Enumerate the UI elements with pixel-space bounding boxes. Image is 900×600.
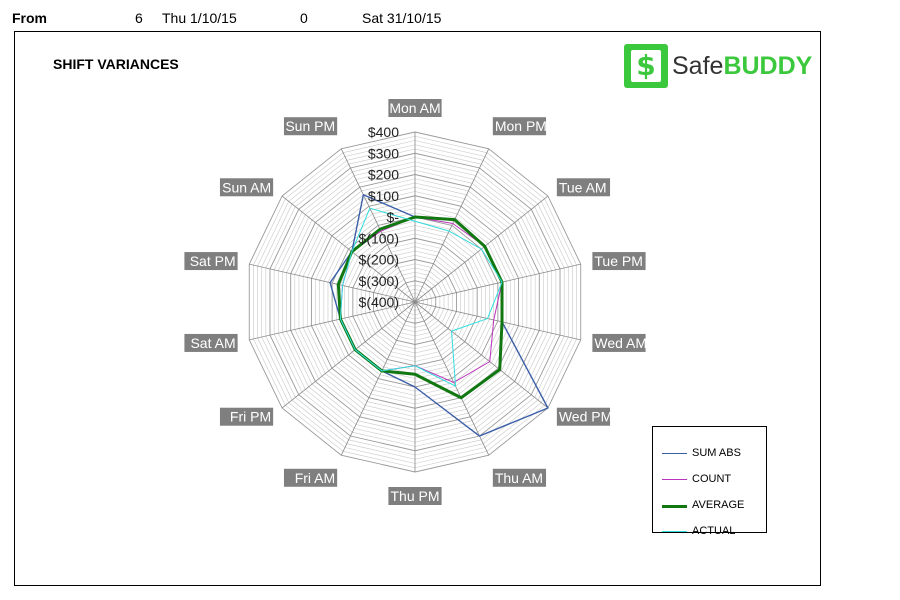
category-label: Fri AM — [295, 470, 335, 486]
category-label-bg — [184, 333, 238, 352]
safebuddy-logo: $ SafeBUDDY — [624, 44, 812, 90]
category-label: Tue PM — [594, 253, 643, 269]
category-label: Fri PM — [230, 409, 271, 425]
spoke-line — [249, 301, 416, 341]
category-label-bg — [556, 407, 611, 426]
category-label: Sat AM — [190, 335, 235, 351]
category-label-bg — [184, 252, 238, 271]
series-line — [339, 207, 503, 387]
chart-frame: SHIFT VARIANCES $ SafeBUDDY — [14, 31, 821, 586]
category-label: Wed PM — [559, 409, 612, 425]
category-label-bg — [592, 252, 646, 271]
category-label-bg — [388, 99, 442, 117]
category-label-bg — [492, 468, 547, 487]
legend-swatch — [662, 505, 687, 508]
to-value: 0 — [300, 10, 308, 26]
category-label: Mon PM — [495, 118, 547, 134]
legend-label: SUM ABS — [692, 447, 741, 459]
category-label: Mon AM — [389, 100, 440, 116]
category-label-bg — [388, 487, 442, 505]
legend-swatch — [662, 531, 687, 532]
chart-title: SHIFT VARIANCES — [53, 56, 179, 72]
category-label-bg — [556, 178, 611, 197]
category-label-bg — [592, 333, 646, 352]
tick-label: $100 — [368, 188, 399, 204]
category-label: Thu AM — [495, 470, 543, 486]
category-label: Tue AM — [559, 179, 607, 195]
tick-label: $200 — [368, 167, 399, 183]
from-value: 6 — [135, 10, 143, 26]
series-line — [336, 215, 504, 400]
category-label-bg — [219, 407, 274, 426]
category-label: Sun PM — [285, 118, 335, 134]
category-label: Sun AM — [222, 179, 271, 195]
category-label-bg — [283, 117, 338, 136]
spoke-line — [249, 263, 416, 303]
legend-swatch — [662, 453, 687, 454]
tick-label: $(400) — [359, 294, 399, 310]
tick-label: $(200) — [359, 252, 399, 268]
legend-label: COUNT — [692, 473, 732, 485]
category-label-bg — [219, 178, 274, 197]
spoke-line — [340, 148, 416, 303]
spoke-line — [281, 301, 416, 409]
tick-label: $- — [387, 209, 400, 225]
spoke-line — [414, 263, 581, 303]
spoke-line — [414, 148, 490, 303]
tick-label: $300 — [368, 145, 399, 161]
legend-label: ACTUAL — [692, 525, 736, 537]
from-label: From — [12, 10, 47, 26]
spoke-line — [414, 301, 490, 456]
end-date: Sat 31/10/15 — [362, 10, 442, 26]
legend-label: AVERAGE — [692, 499, 745, 511]
tick-label: $400 — [368, 124, 399, 140]
report-header: From 6 Thu 1/10/15 0 Sat 31/10/15 — [0, 0, 900, 30]
category-label: Thu PM — [390, 488, 439, 504]
category-label-bg — [283, 468, 338, 487]
category-label: Wed AM — [594, 335, 647, 351]
tick-label: $(300) — [359, 273, 399, 289]
spoke-line — [414, 301, 581, 341]
chart-legend: SUM ABS COUNT AVERAGE ACTUAL — [652, 426, 767, 537]
spoke-line — [414, 301, 549, 409]
logo-text: SafeBUDDY — [672, 52, 813, 80]
category-label: Sat PM — [190, 253, 236, 269]
spoke-line — [340, 301, 416, 456]
dollar-icon: $ — [624, 44, 668, 88]
tick-label: $(100) — [359, 230, 399, 246]
spoke-line — [281, 195, 416, 303]
start-date: Thu 1/10/15 — [162, 10, 237, 26]
category-label-bg — [492, 117, 547, 136]
legend-swatch — [662, 479, 687, 480]
